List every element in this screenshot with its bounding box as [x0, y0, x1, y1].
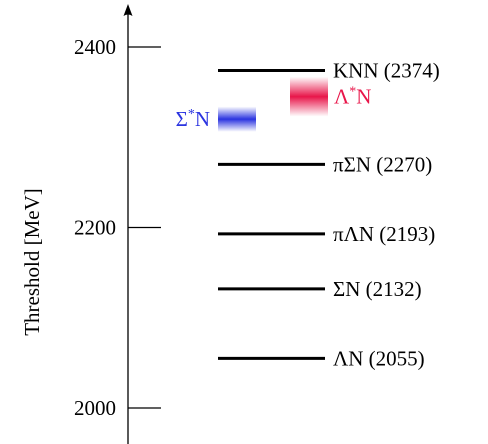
- threshold-label: ΣN (2132): [333, 277, 422, 301]
- lambda-star-n-label-base: Λ: [334, 85, 350, 109]
- lambda-star-n-label-sup: *: [349, 85, 356, 100]
- threshold-label: πΛN (2193): [333, 222, 435, 246]
- y-axis-ticks: 2000 2200 2400: [74, 35, 161, 420]
- lambda-star-n-label-tail: N: [356, 85, 371, 109]
- lambda-star-n-label: Λ*N: [334, 85, 371, 109]
- lambda-star-n-band: [290, 76, 328, 117]
- sigma-star-n-label-tail: N: [195, 107, 210, 131]
- y-axis-title: Threshold [MeV]: [20, 188, 44, 336]
- y-tick-label: 2200: [74, 216, 116, 240]
- y-tick-label: 2400: [74, 35, 116, 59]
- y-tick-label: 2000: [74, 396, 116, 420]
- threshold-levels: KNN (2374) πΣN (2270) πΛN (2193) ΣN (2132) Λ…: [218, 58, 440, 370]
- y-axis-arrow-icon: [123, 4, 133, 16]
- sigma-star-n-label-sup: *: [188, 107, 195, 122]
- sigma-star-n-label: Σ*N: [176, 107, 210, 131]
- threshold-label: ΛN (2055): [333, 346, 425, 370]
- resonance-bands: Σ*NΛ*N: [176, 76, 371, 132]
- threshold-label: πΣN (2270): [333, 152, 432, 176]
- sigma-star-n-label-base: Σ: [176, 107, 188, 131]
- threshold-label: KNN (2374): [333, 58, 440, 82]
- y-axis: [123, 4, 133, 444]
- sigma-star-n-band: [218, 106, 256, 132]
